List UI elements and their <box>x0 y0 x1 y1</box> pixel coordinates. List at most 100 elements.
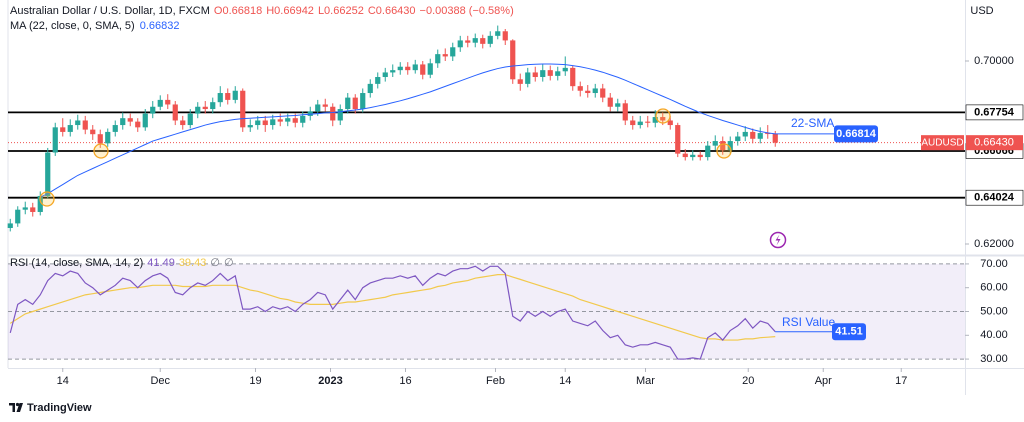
candle-body <box>675 125 681 154</box>
candle-body <box>487 35 493 44</box>
candle-body <box>765 133 771 135</box>
legend-text: MA (22, close, 0, SMA, 5) <box>10 20 135 32</box>
candle-body <box>82 120 88 130</box>
candle-body <box>735 136 741 142</box>
rsi-callout-text: RSI Value <box>782 315 835 329</box>
lightning-icon[interactable] <box>769 231 787 249</box>
candle-body <box>90 129 96 135</box>
y-tick-label: 50.00 <box>980 305 1008 317</box>
candle-body <box>480 38 486 44</box>
candle-body <box>630 120 636 126</box>
candle-body <box>322 104 328 107</box>
candle-body <box>300 115 306 123</box>
candle-body <box>45 152 51 196</box>
candle-body <box>705 145 711 158</box>
candle-body <box>427 63 433 75</box>
candle-body <box>570 67 576 87</box>
candle-body <box>382 72 388 78</box>
x-tick-label: 16 <box>399 375 411 387</box>
x-tick-label: 2023 <box>318 375 342 387</box>
candle-body <box>390 70 396 73</box>
candle-body <box>262 120 268 126</box>
x-tick-label: 20 <box>742 375 754 387</box>
candle-body <box>187 113 193 126</box>
candle-body <box>712 141 718 146</box>
highlight-circle <box>39 191 55 207</box>
candle-body <box>720 141 726 151</box>
candle-body <box>532 72 538 78</box>
candle-body <box>690 154 696 158</box>
candle-body <box>22 207 28 210</box>
candle-body <box>615 103 621 107</box>
candle-body <box>405 66 411 71</box>
candle-body <box>270 119 276 126</box>
candle-body <box>142 113 148 128</box>
candle-body <box>202 106 208 110</box>
logo-part <box>9 403 15 412</box>
legend-text: ∅ <box>210 257 220 269</box>
candle-body <box>112 125 118 132</box>
logo-part <box>16 403 23 412</box>
symbol-badge <box>921 135 964 151</box>
candle-body <box>255 120 261 126</box>
candle-body <box>210 102 216 110</box>
candle-body <box>135 121 141 128</box>
candle-body <box>360 93 366 110</box>
candle-body <box>277 119 283 122</box>
candle-body <box>7 223 13 228</box>
plot-layer: USD0.620000.700000.677540.660660.6402422… <box>7 5 1024 387</box>
sma-badge <box>834 125 878 143</box>
candle-body <box>495 31 501 36</box>
candle-body <box>157 99 163 107</box>
candle-body <box>757 133 763 139</box>
candle-body <box>52 127 58 153</box>
candle-body <box>645 121 651 123</box>
candle-body <box>555 71 561 76</box>
y-tick-label: 30.00 <box>980 353 1008 365</box>
candle-body <box>285 118 291 122</box>
legend-text: −0.00388 (−0.58%) <box>420 5 514 17</box>
level-label: 0.67754 <box>974 106 1015 118</box>
candle-body <box>637 121 643 126</box>
legend-text: ∅ <box>224 257 234 269</box>
candle-body <box>742 131 748 137</box>
candle-body <box>502 31 508 41</box>
candle-body <box>180 120 186 126</box>
axis-unit: USD <box>970 5 993 17</box>
candle-body <box>172 104 178 121</box>
legend-text: O0.66818 <box>214 5 262 17</box>
candle-body <box>307 111 313 116</box>
highlight-circle <box>716 143 732 159</box>
x-tick-label: 14 <box>559 375 571 387</box>
candle-body <box>450 47 456 57</box>
panes <box>7 0 1024 395</box>
y-tick-label: 70.00 <box>980 258 1008 270</box>
candle-body <box>397 66 403 71</box>
candle-body <box>292 118 298 123</box>
highlight-circle <box>655 108 671 124</box>
candle-body <box>105 131 111 144</box>
legend-text: RSI (14, close, SMA, 14, 2) <box>10 257 143 269</box>
legend-text: L0.66252 <box>318 5 364 17</box>
candle-body <box>150 106 156 114</box>
x-tick-label: Dec <box>150 375 170 387</box>
x-tick-label: Mar <box>636 375 655 387</box>
x-tick-label: 14 <box>57 375 69 387</box>
candle-body <box>457 40 463 48</box>
candle-body <box>607 97 613 107</box>
candle-body <box>30 207 36 212</box>
candle-body <box>435 54 441 64</box>
y-tick-label: 0.70000 <box>974 55 1014 67</box>
candle-body <box>345 97 351 110</box>
candle-body <box>525 72 531 84</box>
candle-body <box>97 134 103 144</box>
candle-body <box>165 99 171 105</box>
brand-name: TradingView <box>27 402 92 414</box>
candle-body <box>352 97 358 110</box>
candle-body <box>772 133 778 143</box>
price-badge <box>966 135 1023 151</box>
candle-body <box>60 127 66 132</box>
y-tick-label: 0.62000 <box>974 238 1014 250</box>
legend-text: 0.66832 <box>140 20 180 32</box>
candle-body <box>127 118 133 122</box>
